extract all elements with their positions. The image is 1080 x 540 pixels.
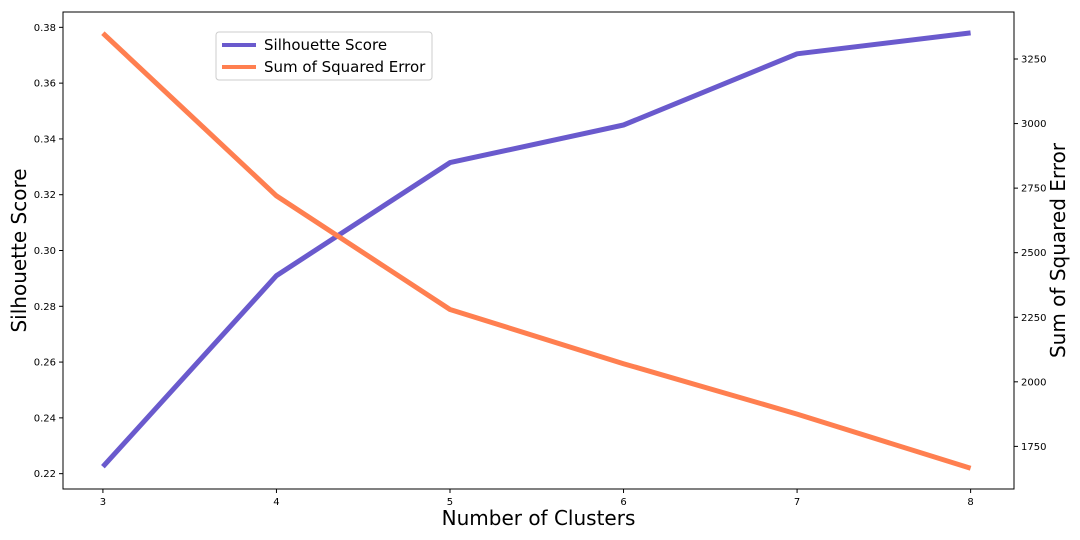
x-tick-label: 3 <box>100 497 106 508</box>
legend-label-sum-of-squared-error: Sum of Squared Error <box>264 58 426 76</box>
series-layer <box>101 30 972 471</box>
legend: Silhouette Score Sum of Squared Error <box>215 31 433 81</box>
y-right-tick-label: 2250 <box>1021 313 1046 324</box>
y-left-tick-label: 0.26 <box>34 358 56 369</box>
y-right-tick-label: 3250 <box>1021 55 1046 66</box>
legend-box <box>215 31 433 81</box>
x-tick-label: 5 <box>447 497 453 508</box>
y-left-tick-label: 0.34 <box>34 134 56 145</box>
legend-label-silhouette-score: Silhouette Score <box>264 36 387 54</box>
y-left-tick-label: 0.24 <box>34 413 56 424</box>
x-axis-title: Number of Clusters <box>442 506 636 530</box>
y-left-tick-label: 0.38 <box>34 23 56 34</box>
y-left-axis-title: Silhouette Score <box>7 168 31 332</box>
y-left-tick-label: 0.32 <box>34 190 56 201</box>
x-axis-ticks: 3 4 5 6 7 8 <box>100 489 974 508</box>
y-right-tick-label: 1750 <box>1021 442 1046 453</box>
y-left-tick-label: 0.36 <box>34 79 56 90</box>
x-tick-label: 7 <box>794 497 800 508</box>
y-right-tick-label: 2000 <box>1021 377 1046 388</box>
series-line-sum-of-squared-error <box>101 31 972 471</box>
series-line-silhouette-score <box>101 30 971 469</box>
x-tick-label: 8 <box>967 497 973 508</box>
y-left-tick-label: 0.28 <box>34 302 56 313</box>
y-right-axis-title: Sum of Squared Error <box>1046 142 1070 358</box>
y-right-tick-label: 2750 <box>1021 184 1046 195</box>
y-left-axis-ticks: 0.22 0.24 0.26 0.28 0.30 0.32 0.34 0.36 0.38 <box>34 23 63 480</box>
y-right-axis-ticks: 1750 2000 2250 2500 2750 3000 3250 <box>1014 55 1046 453</box>
x-tick-label: 6 <box>620 497 626 508</box>
x-tick-label: 4 <box>273 497 279 508</box>
y-right-tick-label: 3000 <box>1021 119 1046 130</box>
y-left-tick-label: 0.22 <box>34 469 56 480</box>
y-right-tick-label: 2500 <box>1021 248 1046 259</box>
y-left-tick-label: 0.30 <box>34 246 56 257</box>
